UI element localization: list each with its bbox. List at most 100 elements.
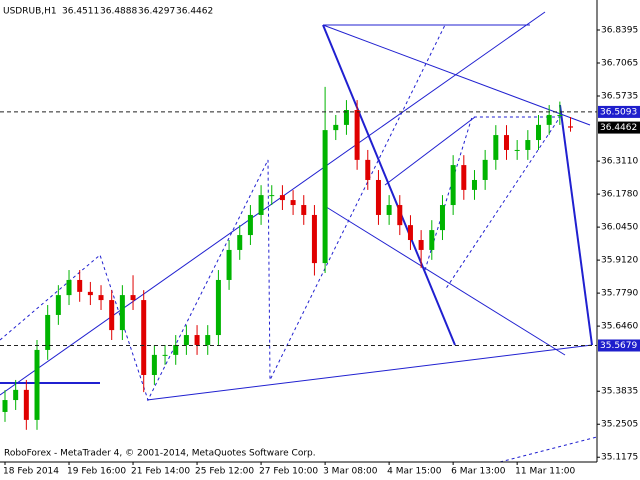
y-tick-label: 35.9120 (601, 256, 638, 266)
x-tick-label: 19 Feb 16:00 (67, 467, 126, 477)
x-tick-label: 21 Feb 14:00 (131, 467, 190, 477)
y-tick-label: 36.8395 (601, 25, 638, 35)
level-box (598, 105, 640, 118)
candle-body (365, 159, 371, 180)
candle-body (226, 249, 232, 280)
candle-body (13, 389, 19, 401)
trend-line (146, 344, 593, 401)
candle-body (205, 335, 211, 345)
candle-body (45, 314, 51, 350)
y-tick-label: 36.1780 (601, 190, 638, 200)
ohlc-low: 36.4297 (138, 7, 175, 17)
ohlc-high: 36.4888 (100, 7, 137, 17)
candle-body (375, 179, 381, 215)
candle-body (514, 149, 520, 151)
wave-line (322, 24, 456, 346)
candle-body (333, 124, 339, 131)
candle-body (279, 195, 285, 201)
trend-lines (0, 11, 598, 463)
x-tick-label: 6 Mar 13:00 (451, 467, 506, 477)
candle-body (34, 349, 40, 420)
y-tick-label: 36.3110 (601, 157, 638, 167)
y-tick-label: 35.3835 (601, 387, 638, 397)
candle-body (536, 124, 541, 141)
x-tick-label: 18 Feb 2014 (3, 467, 59, 477)
x-tick-label: 27 Feb 10:00 (259, 467, 318, 477)
channel-line (424, 116, 561, 291)
level-box (598, 339, 640, 352)
candle-body (311, 214, 317, 264)
candle-body (429, 230, 435, 250)
candle-body (407, 225, 413, 241)
candle-body (194, 335, 200, 345)
candle-body (301, 205, 307, 215)
candle-body (482, 159, 488, 180)
candle-body (2, 400, 8, 412)
candle-body (98, 295, 104, 301)
y-tick-label: 35.2505 (601, 420, 638, 430)
candle-body (461, 165, 467, 190)
y-tick-label: 36.0450 (601, 223, 638, 233)
candle-body (397, 205, 403, 226)
wave-line (559, 104, 593, 346)
candle-body (162, 354, 168, 356)
candle-body (290, 200, 296, 206)
trend-line (0, 11, 546, 396)
x-tick-label: 25 Feb 12:00 (195, 467, 254, 477)
y-tick-label: 35.7790 (601, 289, 638, 299)
candle-body (215, 279, 221, 336)
trend-line (322, 204, 566, 356)
candle-body (525, 140, 531, 150)
trend-line (322, 24, 591, 126)
candle-body (55, 295, 61, 315)
candle-body (439, 205, 445, 231)
level-label: 36.5093 (600, 107, 637, 117)
last-price-label: 36.4462 (600, 123, 637, 133)
candle-body (471, 179, 477, 190)
candle-body (141, 300, 147, 375)
symbol: USDRUB,H1 (3, 7, 57, 17)
ohlc-close: 36.4462 (176, 7, 213, 17)
x-tick-label: 4 Mar 15:00 (387, 467, 442, 477)
candle-body (450, 165, 456, 206)
y-tick-label: 36.7065 (601, 58, 638, 68)
ohlc-open: 36.4511 (62, 7, 99, 17)
channel-line (499, 436, 598, 463)
candle-body (87, 291, 93, 296)
candle-body (151, 354, 157, 375)
level-label: 35.5679 (600, 341, 637, 351)
trend-line (384, 116, 476, 186)
x-tick-label: 11 Mar 11:00 (515, 467, 575, 477)
y-tick-label: 36.5735 (601, 91, 638, 101)
candle-body (557, 114, 563, 116)
candle-body (173, 344, 179, 355)
candle-body (247, 214, 253, 236)
footer: RoboForex - MetaTrader 4, © 2001-2014, M… (4, 449, 316, 459)
candle-body (237, 235, 243, 250)
candle-body (568, 126, 574, 128)
candle-body (66, 279, 72, 296)
candle-body (386, 205, 392, 215)
candle-body (322, 130, 328, 264)
candle-body (418, 240, 424, 250)
candle-body (109, 300, 115, 331)
candle-body (130, 295, 136, 301)
candle-body (343, 110, 349, 125)
y-tick-label: 35.1175 (601, 453, 638, 463)
channel-line (0, 24, 446, 402)
y-tick-label: 35.6460 (601, 322, 638, 332)
last-price-box (598, 121, 640, 134)
candle-body (354, 110, 360, 160)
candle-body (258, 195, 264, 215)
candle-body (119, 295, 125, 331)
candle-body (269, 195, 275, 197)
candle-body (183, 335, 189, 345)
candle-body (23, 389, 29, 420)
candle-body (503, 135, 509, 150)
candle-body (493, 135, 499, 160)
candle-body (546, 114, 552, 125)
x-tick-label: 3 Mar 08:00 (323, 467, 378, 477)
candle-body (77, 279, 83, 292)
